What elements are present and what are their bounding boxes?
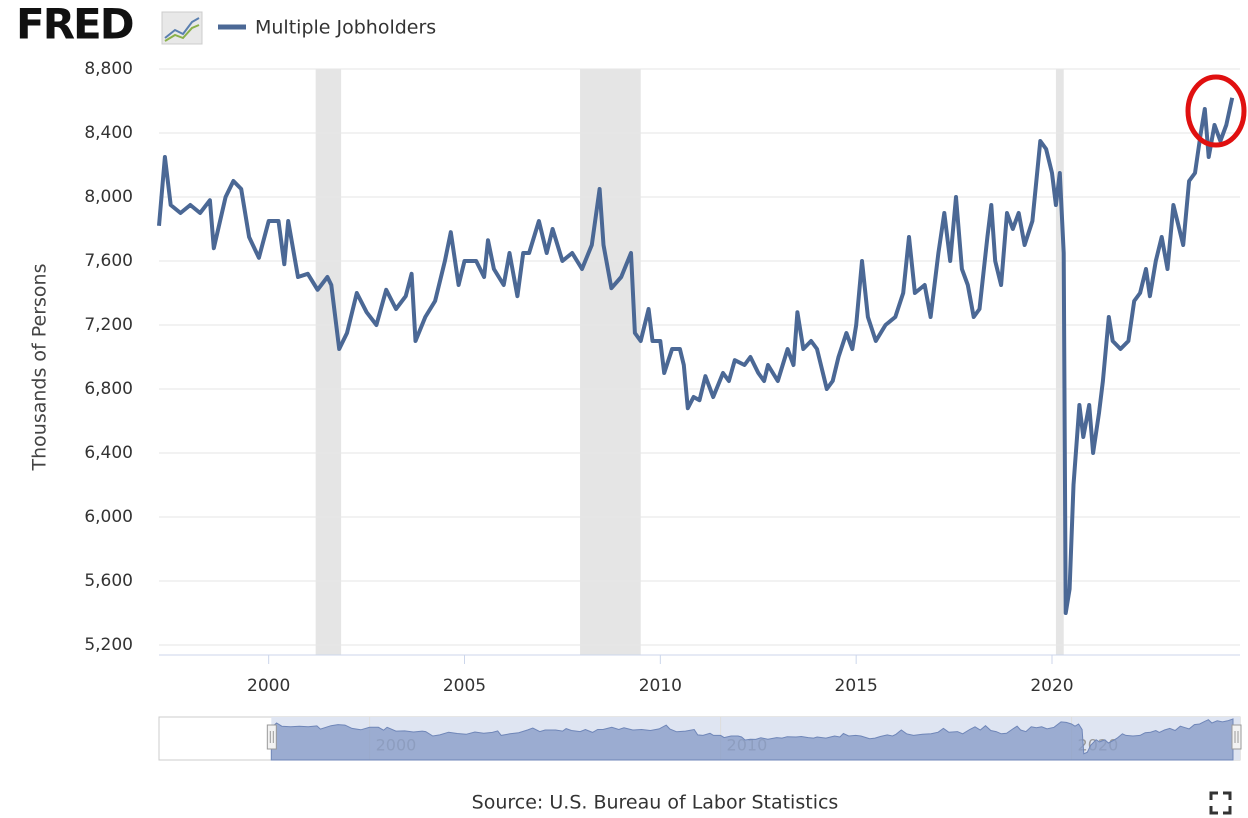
x-tick-label: 2015: [835, 676, 878, 696]
x-tick-label: 2020: [1030, 676, 1073, 696]
source: Source: U.S. Bureau of Labor Statistics: [472, 792, 839, 814]
y-axis-label: Thousands of Persons: [29, 264, 51, 472]
y-tick-label: 7,600: [84, 251, 133, 271]
y-tick-label: 5,200: [84, 635, 133, 655]
logo: FRED: [16, 0, 133, 49]
y-tick-label: 8,400: [84, 123, 133, 143]
y-tick-label: 6,400: [84, 443, 133, 463]
legend-label: Multiple Jobholders: [255, 17, 436, 39]
navigator-handle[interactable]: [1231, 724, 1242, 750]
x-tick-label: 2000: [247, 676, 290, 696]
recession-band: [1055, 69, 1064, 655]
y-tick-label: 6,800: [84, 379, 133, 399]
y-tick-label: 7,200: [84, 315, 133, 335]
recession-band: [315, 69, 342, 655]
highlight-circle: [1185, 74, 1247, 148]
fullscreen-icon[interactable]: [1209, 791, 1232, 815]
handle-body: [266, 724, 277, 750]
logo-icon: [161, 11, 203, 45]
navigator-handle[interactable]: [266, 724, 277, 750]
navigator-area: [270, 718, 1234, 761]
y-tick-label: 8,800: [84, 59, 133, 79]
handle-body: [1231, 724, 1242, 750]
y-tick-label: 6,000: [84, 507, 133, 527]
x-tick-label: 2005: [443, 676, 486, 696]
y-tick-label: 5,600: [84, 571, 133, 591]
y-tick-label: 8,000: [84, 187, 133, 207]
x-tick-label: 2010: [639, 676, 682, 696]
data-line: [157, 97, 1235, 615]
recession-band: [580, 69, 641, 655]
